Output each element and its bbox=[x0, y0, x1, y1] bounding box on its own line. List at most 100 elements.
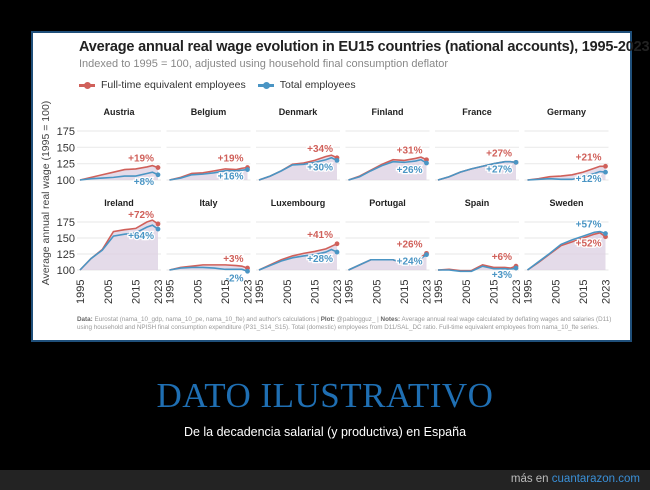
panel-title-finland: Finland bbox=[372, 107, 404, 117]
notes-notes-label: Notes: bbox=[380, 316, 401, 323]
line-total-portugal bbox=[348, 253, 427, 271]
total-change-label: +12% bbox=[576, 174, 602, 185]
panel-title-austria: Austria bbox=[103, 107, 135, 117]
x-tick-label: 2005 bbox=[282, 280, 294, 304]
x-tick-label: 1995 bbox=[344, 280, 356, 304]
endpoint-total-germany bbox=[603, 169, 608, 175]
fte-change-label: +19% bbox=[128, 154, 154, 165]
fte-change-label: +19% bbox=[218, 154, 244, 165]
endpoint-fte-germany bbox=[603, 163, 608, 169]
line-total-denmark bbox=[258, 156, 338, 181]
panel-title-france: France bbox=[462, 107, 492, 117]
fte-change-label: +6% bbox=[492, 252, 512, 263]
line-total-germany bbox=[527, 170, 606, 181]
endpoint-total-spain bbox=[513, 265, 519, 271]
fte-change-label: +41% bbox=[307, 230, 333, 241]
area-austria bbox=[80, 165, 158, 180]
y-tick-label: 100 bbox=[57, 175, 75, 187]
line-total-luxembourg bbox=[258, 248, 338, 271]
area-portugal bbox=[348, 253, 427, 270]
y-tick-label: 150 bbox=[57, 142, 75, 154]
x-tick-label: 1995 bbox=[75, 280, 87, 304]
y-tick-label: 175 bbox=[57, 126, 75, 138]
site-link[interactable]: cuantarazon.com bbox=[551, 473, 640, 485]
panel-title-sweden: Sweden bbox=[549, 198, 583, 208]
notes-data-label: Data: bbox=[77, 316, 93, 323]
line-fte-italy bbox=[169, 264, 248, 271]
x-tick-label: 1995 bbox=[523, 280, 535, 304]
site-footer: más en cuantarazon.com bbox=[0, 470, 650, 490]
total-change-label: +57% bbox=[576, 220, 602, 231]
area-france bbox=[438, 161, 516, 180]
more-link-text: más en cuantarazon.com bbox=[511, 473, 640, 485]
notes-plot-label: Plot: bbox=[320, 316, 335, 323]
x-tick-label: 2023 bbox=[153, 280, 165, 304]
x-tick-label: 1995 bbox=[433, 280, 445, 304]
chart-title: Average annual real wage evolution in EU… bbox=[79, 39, 650, 55]
total-change-label: +64% bbox=[128, 231, 154, 242]
line-fte-germany bbox=[527, 165, 606, 181]
total-change-label: +28% bbox=[307, 254, 333, 265]
line-fte-austria bbox=[79, 164, 159, 181]
chart-subtitle: Indexed to 1995 = 100, adjusted using ho… bbox=[79, 58, 449, 70]
y-tick-label: 125 bbox=[57, 249, 75, 261]
endpoint-total-france bbox=[513, 159, 519, 165]
endpoint-fte-austria bbox=[155, 165, 161, 170]
x-tick-label: 2015 bbox=[131, 280, 143, 304]
endpoint-total-belgium bbox=[245, 167, 250, 172]
y-tick-label: 175 bbox=[57, 217, 75, 229]
fte-change-label: +27% bbox=[486, 148, 512, 159]
fte-change-label: +3% bbox=[223, 254, 243, 265]
area-sweden bbox=[527, 231, 606, 270]
total-change-label: +30% bbox=[307, 162, 333, 173]
line-total-austria bbox=[79, 171, 159, 181]
endpoint-total-ireland bbox=[155, 226, 161, 232]
panel-title-portugal: Portugal bbox=[369, 198, 406, 208]
endpoint-total-denmark bbox=[334, 158, 340, 163]
chart-card: Average annual real wage (1995 = 100) 100… bbox=[31, 31, 650, 342]
line-total-belgium bbox=[169, 168, 248, 181]
y-tick-label: 125 bbox=[57, 159, 75, 171]
endpoint-total-italy bbox=[245, 268, 250, 274]
endpoint-fte-luxembourg bbox=[334, 241, 340, 247]
x-tick-label: 2015 bbox=[220, 280, 232, 304]
area-finland bbox=[348, 157, 427, 180]
endpoint-fte-ireland bbox=[155, 221, 161, 227]
endpoint-total-portugal bbox=[424, 252, 429, 258]
panel-title-spain: Spain bbox=[465, 198, 490, 208]
small-multiples-chart: Average annual real wage (1995 = 100) 100… bbox=[40, 101, 613, 304]
total-change-label: +27% bbox=[486, 164, 512, 175]
x-tick-label: 2015 bbox=[310, 280, 322, 304]
line-total-italy bbox=[169, 266, 248, 273]
line-total-ireland bbox=[79, 224, 159, 271]
fte-change-label: +72% bbox=[128, 210, 154, 221]
endpoint-total-finland bbox=[424, 160, 429, 166]
panel-title-ireland: Ireland bbox=[104, 198, 134, 208]
x-tick-label: 1995 bbox=[165, 280, 177, 304]
x-tick-label: 2023 bbox=[601, 280, 613, 304]
y-tick-label: 100 bbox=[57, 265, 75, 277]
fte-change-label: +26% bbox=[397, 239, 423, 250]
x-tick-label: 2005 bbox=[192, 280, 204, 304]
endpoint-total-austria bbox=[155, 172, 161, 178]
x-tick-label: 2005 bbox=[103, 280, 115, 304]
fte-change-label: +34% bbox=[307, 144, 333, 155]
total-change-label: +24% bbox=[397, 257, 423, 268]
panel-title-belgium: Belgium bbox=[191, 107, 227, 117]
x-tick-label: 2015 bbox=[489, 280, 501, 304]
panel-title-luxembourg: Luxembourg bbox=[271, 198, 326, 208]
x-tick-label: 2005 bbox=[461, 280, 473, 304]
x-tick-label: 2005 bbox=[371, 280, 383, 304]
line-total-spain bbox=[438, 265, 517, 273]
legend-swatch-total bbox=[257, 81, 274, 89]
legend-label-fte: Full-time equivalent employees bbox=[101, 79, 246, 91]
total-change-label: +16% bbox=[218, 172, 244, 183]
legend-label-total: Total employees bbox=[279, 79, 356, 91]
endpoint-total-luxembourg bbox=[334, 249, 340, 255]
total-change-label: +3% bbox=[492, 270, 512, 281]
y-tick-label: 150 bbox=[57, 233, 75, 245]
x-tick-label: 2005 bbox=[550, 280, 562, 304]
x-tick-label: 2023 bbox=[422, 280, 434, 304]
fte-change-label: +21% bbox=[576, 152, 602, 163]
fte-change-label: +52% bbox=[576, 239, 602, 250]
